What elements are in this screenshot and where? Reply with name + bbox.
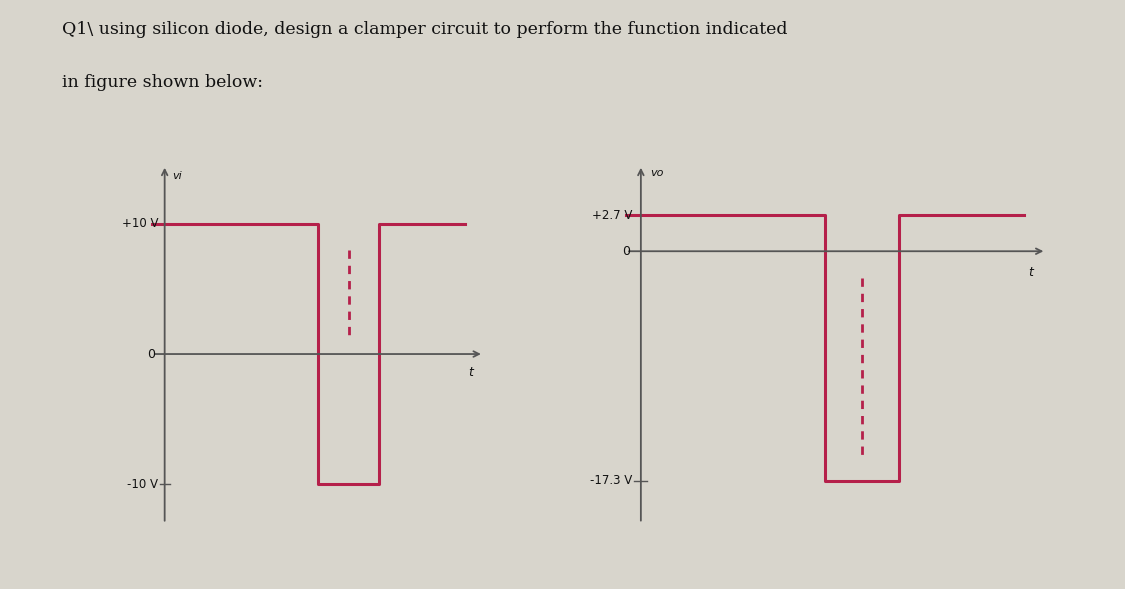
Text: 0: 0 — [147, 348, 155, 360]
Text: t: t — [1028, 266, 1033, 279]
Text: -17.3 V: -17.3 V — [591, 475, 632, 488]
Text: -10 V: -10 V — [127, 478, 159, 491]
Text: +2.7 V: +2.7 V — [592, 209, 632, 222]
Text: vi: vi — [172, 171, 182, 181]
Text: in figure shown below:: in figure shown below: — [62, 74, 263, 91]
Text: vo: vo — [650, 167, 663, 177]
Text: Q1\ using silicon diode, design a clamper circuit to perform the function indica: Q1\ using silicon diode, design a clampe… — [62, 21, 787, 38]
Text: t: t — [468, 366, 474, 379]
Text: +10 V: +10 V — [122, 217, 159, 230]
Text: 0: 0 — [622, 245, 630, 258]
